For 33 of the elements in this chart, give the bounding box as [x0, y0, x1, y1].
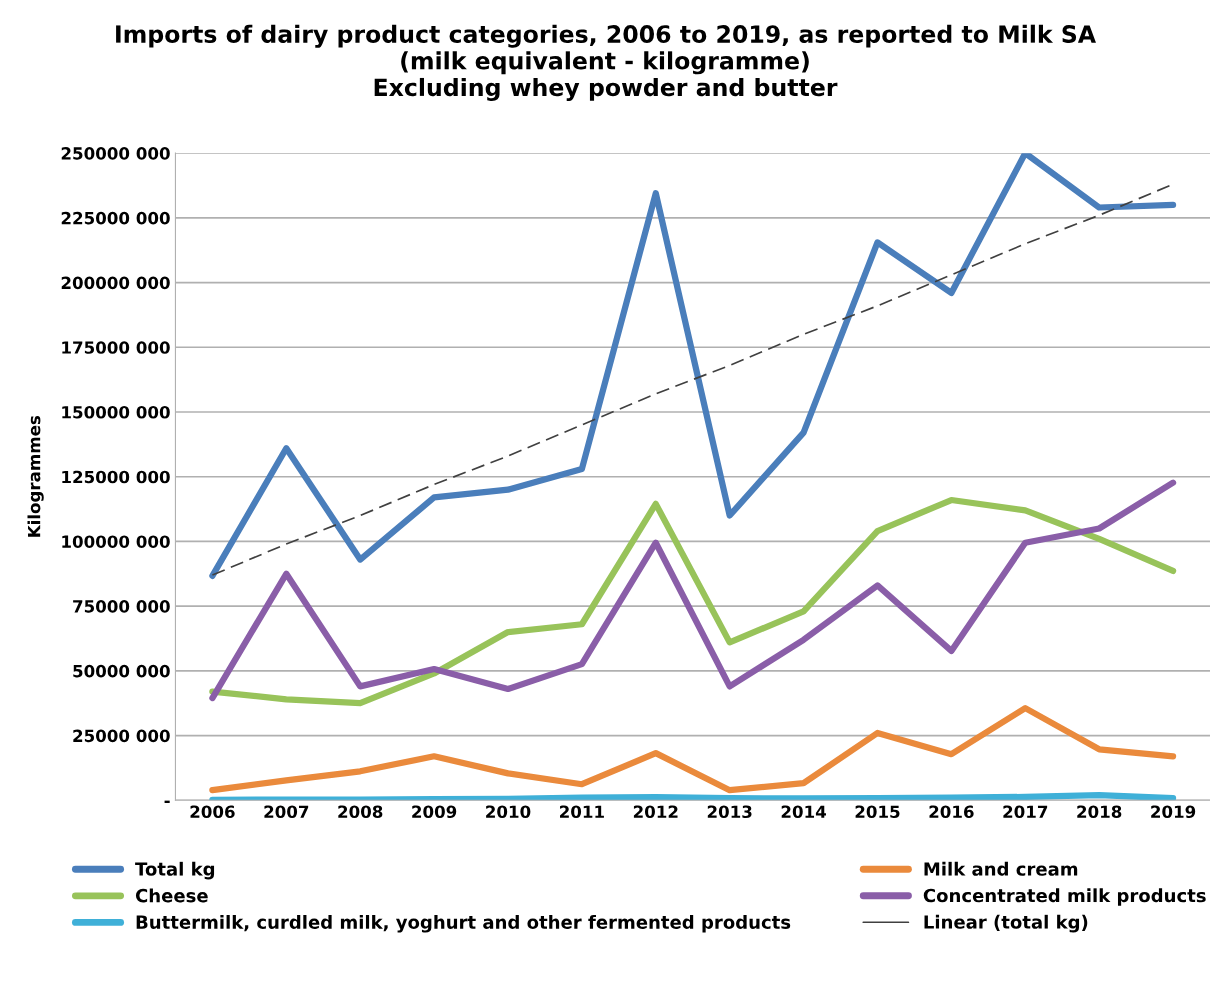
x-tick-label: 2019	[1151, 805, 1196, 819]
legend-label: Milk and cream	[924, 861, 1078, 876]
x-tick-label: 2012	[633, 805, 678, 819]
x-tick-label: 2018	[1077, 805, 1122, 819]
y-tick-label: 25000 000	[73, 729, 170, 743]
legend-label: Total kg	[135, 861, 215, 880]
y-tick-label: 100000 000	[62, 535, 170, 548]
y-tick-label: 175000 000	[62, 341, 170, 354]
x-tick-label: 2008	[338, 805, 383, 819]
y-tick-label: 250000 000	[61, 147, 170, 160]
y-tick-label: 150000 000	[62, 405, 170, 419]
x-tick-label: 2007	[264, 805, 309, 819]
legend-label: Buttermilk, curdled milk, yoghurt and other fermented products	[136, 914, 791, 933]
y-tick-label: 75000 000	[73, 600, 170, 613]
x-tick-label: 2016	[929, 805, 974, 819]
x-tick-label: 2006	[190, 805, 235, 819]
chart-title: Imports of dairy product categories, 2006 to 2019, as reported to Milk SA (milk equivalent - kilogramme) Excluding whey powder and butter	[116, 24, 1096, 101]
y-tick-label: 225000 000	[61, 211, 170, 225]
x-tick-label: 2017	[1003, 805, 1048, 819]
y-tick-label: 200000 000	[61, 276, 170, 290]
y-tick-label: -	[164, 800, 170, 803]
x-tick-label: 2013	[707, 805, 752, 819]
x-tick-label: 2014	[781, 805, 826, 819]
y-tick-label: 125000 000	[62, 470, 170, 484]
x-tick-label: 2010	[486, 805, 531, 819]
y-axis-title: Kilogrammes	[27, 415, 44, 537]
legend-label: Cheese	[135, 888, 208, 903]
y-tick-label: 50000 000	[73, 664, 170, 678]
x-tick-label: 2011	[560, 805, 604, 819]
legend-label: Concentrated milk products	[923, 888, 1206, 906]
x-tick-label: 2009	[412, 805, 457, 819]
x-tick-label: 2015	[855, 805, 900, 819]
legend-label: Linear (total kg)	[924, 914, 1088, 933]
